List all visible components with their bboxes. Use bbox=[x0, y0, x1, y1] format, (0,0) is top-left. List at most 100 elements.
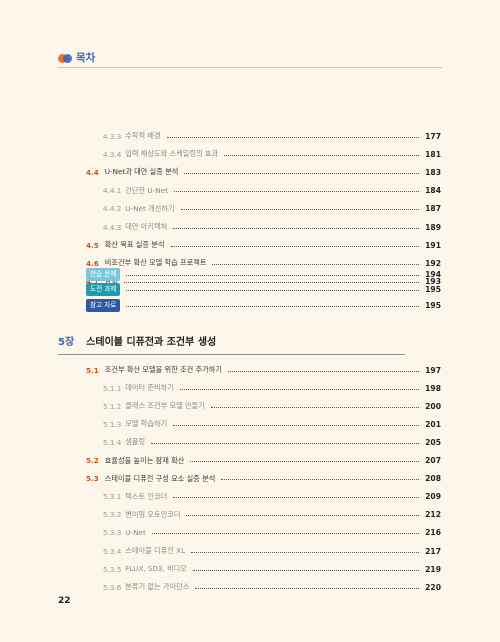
toc-entry-number: 5.3.2 bbox=[103, 510, 122, 520]
toc-entry-page: 187 bbox=[425, 204, 441, 214]
dot-leader bbox=[123, 282, 420, 284]
dot-leader bbox=[173, 191, 420, 193]
toc-entry-number: 5.3.3 bbox=[103, 528, 122, 538]
toc-entry-number: 4.6 bbox=[86, 258, 99, 268]
toc-entry-title: U-Net 개선하기 bbox=[125, 203, 175, 213]
toc-entry-title: 변이형 오토인코더 bbox=[125, 509, 181, 519]
toc-entry[interactable]: 5.1.4 샘플링 205 bbox=[103, 435, 441, 449]
chapter-number: 5장 bbox=[58, 337, 75, 348]
toc-entry-number: 5.2 bbox=[86, 456, 99, 465]
toc-entry-number: 4.4.1 bbox=[103, 186, 122, 196]
toc-entry[interactable]: 5.1.3 모델 학습하기 201 bbox=[103, 417, 441, 431]
toc-entry-title: 분류기 없는 가이던스 bbox=[125, 582, 190, 592]
toc-entry-number: 5.1.2 bbox=[103, 401, 122, 411]
toc-entry-page: 183 bbox=[425, 167, 441, 177]
toc-entry-page: 208 bbox=[425, 474, 441, 484]
toc-entry-page: 197 bbox=[425, 365, 441, 375]
toc-entry-number: 5.1.4 bbox=[103, 437, 122, 447]
toc-entry[interactable]: 5.3.5 FLUX, SD3, 비디오 219 bbox=[103, 562, 441, 576]
dot-leader bbox=[126, 274, 420, 276]
toc-entry[interactable]: 4.4 U-Net과 대안 실증 분석 183 bbox=[86, 165, 441, 179]
dot-leader bbox=[166, 136, 420, 138]
dot-leader bbox=[195, 587, 420, 589]
toc-entry[interactable]: 5.3.4 스테이블 디퓨전 XL 217 bbox=[103, 544, 441, 558]
toc-extra-entry[interactable]: 참고 자료 195 bbox=[86, 298, 441, 312]
toc-entry-title: 샘플링 bbox=[125, 437, 146, 447]
toc-entry[interactable]: 5.3.6 분류기 없는 가이던스 220 bbox=[103, 580, 441, 594]
dot-leader bbox=[151, 533, 420, 535]
toc-entry-page: 181 bbox=[425, 149, 441, 159]
toc-entry[interactable]: 5.3.1 텍스트 인코더 209 bbox=[103, 490, 441, 504]
dot-leader bbox=[192, 569, 420, 571]
toc-extra-entry[interactable]: 도전 과제 195 bbox=[86, 283, 441, 297]
toc-entry-number: 4.4 bbox=[86, 167, 99, 177]
toc-entry-title: FLUX, SD3, 비디오 bbox=[125, 564, 187, 574]
toc-entry[interactable]: 4.3.3 수학적 배경 177 bbox=[103, 129, 441, 143]
toc-header: 목차 bbox=[58, 52, 95, 64]
toc-entry[interactable]: 5.1.1 데이터 준비하기 198 bbox=[103, 381, 441, 395]
toc-entry-page: 219 bbox=[425, 564, 441, 574]
dot-leader bbox=[221, 479, 420, 481]
dot-leader bbox=[151, 442, 420, 444]
toc-entry-title: 간단한 U-Net bbox=[125, 185, 168, 195]
toc-header-title: 목차 bbox=[76, 52, 96, 64]
dot-leader bbox=[191, 551, 420, 553]
toc-entry-title: 수학적 배경 bbox=[125, 131, 161, 140]
toc-entry[interactable]: 5.3.2 변이형 오토인코더 212 bbox=[103, 508, 441, 522]
toc-entry-number: 4.4.2 bbox=[103, 204, 122, 214]
toc-extra-badge: 연습 문제 bbox=[86, 267, 121, 281]
dot-leader bbox=[224, 154, 420, 156]
toc-entry-page: 220 bbox=[425, 582, 441, 592]
toc-entry-title: 모델 학습하기 bbox=[125, 419, 168, 429]
toc-entry-title: 대안 아키텍처 bbox=[125, 222, 168, 231]
toc-entry-number: 5.3 bbox=[86, 474, 99, 484]
toc-entry-page: 216 bbox=[425, 528, 441, 538]
toc-entry[interactable]: 5.1.2 클래스 조건부 모델 만들기 200 bbox=[103, 399, 441, 413]
toc-entry-title: 데이터 준비하기 bbox=[125, 383, 174, 393]
toc-entry[interactable]: 4.4.3 대안 아키텍처 189 bbox=[103, 220, 441, 234]
toc-entry-title: 입력 해상도와 스케일링의 효과 bbox=[125, 149, 219, 159]
toc-entry[interactable]: 5.3 스테이블 디퓨전 구성 요소 실증 분석 208 bbox=[86, 472, 441, 486]
toc-entry-page: 184 bbox=[425, 186, 441, 196]
toc-entry-page: 201 bbox=[425, 419, 441, 429]
toc-entry[interactable]: 4.5 확산 목표 실증 분석 191 bbox=[86, 238, 441, 252]
dot-leader bbox=[227, 370, 420, 372]
toc-entry[interactable]: 4.6 비조건부 확산 모델 학습 프로젝트 192 bbox=[86, 256, 441, 270]
toc-entry-page: 195 bbox=[425, 300, 441, 310]
dot-leader bbox=[210, 406, 420, 408]
toc-entry[interactable]: 5.1 조건부 확산 모델을 위한 조건 추가하기 197 bbox=[86, 363, 441, 377]
toc-entry-title: 효율성을 높이는 잠재 확산 bbox=[104, 455, 185, 465]
toc-entry-number: 5.1.3 bbox=[103, 419, 122, 429]
toc-entry-number: 5.3.5 bbox=[103, 564, 122, 574]
toc-entry-page: 212 bbox=[425, 510, 441, 520]
toc-entry-page: 177 bbox=[425, 131, 441, 141]
toc-entry[interactable]: 5.2 효율성을 높이는 잠재 확산 207 bbox=[86, 454, 441, 468]
toc-entry-title: U-Net과 대안 실증 분석 bbox=[104, 167, 179, 177]
toc-entry-number: 4.5 bbox=[86, 240, 99, 250]
toc-entry-title: U-Net bbox=[125, 528, 146, 538]
toc-entry[interactable]: 4.3.4 입력 해상도와 스케일링의 효과 181 bbox=[103, 147, 441, 161]
toc-entry-page: 191 bbox=[425, 240, 441, 250]
toc-extra-entry[interactable]: 연습 문제 194 bbox=[86, 267, 441, 281]
chapter-divider bbox=[58, 354, 405, 355]
toc-entry-number: 4.3.3 bbox=[103, 131, 122, 141]
page-number: 22 bbox=[58, 596, 71, 606]
dot-leader bbox=[186, 515, 420, 517]
toc-entry-number: 5.1 bbox=[86, 365, 99, 375]
toc-entry-title: 텍스트 인코더 bbox=[125, 491, 168, 501]
toc-entry-number: 4.4.3 bbox=[103, 222, 122, 232]
toc-entry-page: 207 bbox=[425, 456, 441, 465]
toc-entry-number: 4.7 bbox=[86, 277, 99, 287]
toc-entry[interactable]: 4.4.2 U-Net 개선하기 187 bbox=[103, 202, 441, 216]
toc-entry-number: 4.3.4 bbox=[103, 149, 122, 159]
toc-entry-page: 193 bbox=[425, 277, 441, 287]
toc-entry[interactable]: 4.4.1 간단한 U-Net 184 bbox=[103, 184, 441, 198]
toc-entry-page: 217 bbox=[425, 546, 441, 556]
toc-entry-page: 209 bbox=[425, 492, 441, 502]
toc-entry[interactable]: 5.3.3 U-Net 216 bbox=[103, 526, 441, 540]
toc-entry-title: 요약 bbox=[104, 276, 118, 286]
toc-entry-number: 5.3.4 bbox=[103, 546, 122, 556]
toc-entry-title: 비조건부 확산 모델 학습 프로젝트 bbox=[104, 258, 207, 268]
toc-entry[interactable]: 4.7 요약 193 bbox=[86, 275, 441, 289]
dot-leader bbox=[126, 290, 420, 291]
